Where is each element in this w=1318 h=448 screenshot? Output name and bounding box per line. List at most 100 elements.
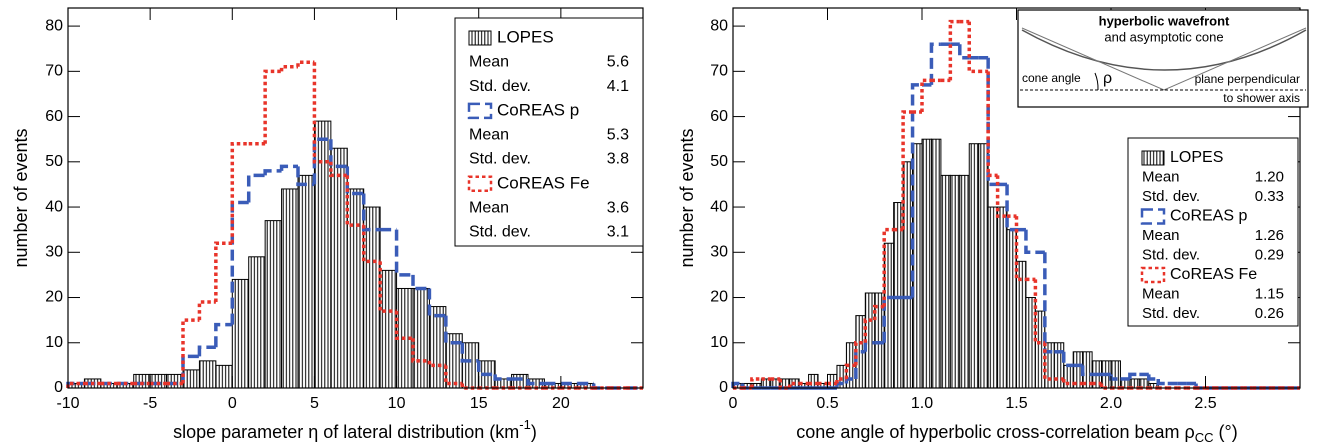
legend-box <box>1127 137 1299 327</box>
bar <box>959 174 970 389</box>
x-tick-label: 2.5 <box>1194 395 1216 412</box>
x-axis-label-part: cone angle of hyperbolic cross-correlati… <box>796 422 1194 442</box>
legend-label: CoREAS p <box>497 100 579 119</box>
legend-marker <box>468 30 492 46</box>
legend-marker <box>1140 266 1166 284</box>
inset-subtitle: and asymptotic cone <box>1104 29 1223 44</box>
histogram-step <box>427 288 446 318</box>
y-tick-label: 60 <box>710 108 728 125</box>
x-tick-label: 20 <box>552 395 570 412</box>
histogram-step <box>411 338 430 363</box>
histogram-step <box>854 350 866 379</box>
stat-value: 1.26 <box>1255 227 1284 244</box>
inset-plane-label: plane perpendicular <box>1195 72 1300 86</box>
x-axis-label-part: CC <box>1195 430 1214 445</box>
histogram-step <box>263 69 282 144</box>
bar <box>215 364 233 389</box>
bar <box>997 206 1008 389</box>
histogram-step <box>1043 252 1055 354</box>
histogram-step <box>1147 374 1159 381</box>
bar <box>461 342 480 389</box>
histogram-step <box>948 19 960 81</box>
histogram-step <box>181 318 200 384</box>
bar <box>133 373 151 389</box>
stat-value: 1.15 <box>1255 285 1284 302</box>
histogram-step <box>279 164 298 171</box>
y-tick-label: 10 <box>45 334 63 351</box>
y-tick-label: 50 <box>45 153 63 170</box>
bar <box>281 188 299 389</box>
x-tick-label: 0 <box>729 395 738 412</box>
histogram-step <box>882 295 894 343</box>
x-tick-label: 15 <box>470 395 488 412</box>
histogram-step <box>394 311 413 340</box>
bar <box>412 287 430 389</box>
stat-value: 3.8 <box>607 151 629 168</box>
histogram-step <box>986 71 998 178</box>
histogram-step <box>1005 184 1017 232</box>
stat-name: Std. dev. <box>469 78 531 95</box>
histogram-step <box>411 274 430 291</box>
x-tick-label: 5 <box>310 395 319 412</box>
legend-marker <box>467 175 493 193</box>
histogram-step <box>444 365 463 386</box>
histogram-step <box>995 175 1008 218</box>
x-tick-label: -10 <box>56 395 79 412</box>
histogram-step <box>329 139 348 169</box>
bar <box>379 269 398 389</box>
stat-name: Mean <box>1142 227 1180 244</box>
histogram-step <box>750 377 762 388</box>
histogram-step <box>863 318 875 343</box>
y-axis-label: number of events <box>11 128 31 267</box>
bar <box>949 174 961 389</box>
stat-name: Mean <box>469 126 509 143</box>
wavefront <box>1021 29 1307 71</box>
bar <box>1006 229 1017 389</box>
histogram-step <box>460 342 479 363</box>
stat-name: Std. dev. <box>1142 188 1200 205</box>
stat-name: Std. dev. <box>1142 246 1200 263</box>
y-tick-label: 60 <box>45 108 63 125</box>
y-tick-label: 80 <box>45 17 63 34</box>
histogram-step <box>1062 351 1074 368</box>
histogram-step <box>929 42 941 85</box>
inset-angle-label: cone angle <box>1022 71 1081 85</box>
y-tick-label: 30 <box>45 244 63 261</box>
histogram-step <box>361 225 381 264</box>
bar <box>428 306 447 389</box>
histogram-step <box>1156 378 1168 386</box>
y-tick-label: 0 <box>54 379 63 396</box>
x-axis-label-part: ) <box>531 422 537 442</box>
bar <box>346 188 365 389</box>
histogram-step <box>873 304 885 321</box>
legend-label: LOPES <box>497 27 554 46</box>
histogram-step <box>844 363 856 379</box>
y-tick-label: 40 <box>710 198 728 215</box>
histogram-step <box>901 110 913 230</box>
histogram-step <box>493 374 512 381</box>
histogram-step <box>263 169 282 176</box>
bar <box>940 174 951 389</box>
histogram-step <box>197 345 216 357</box>
inset-plane-label: to shower axis <box>1223 91 1300 105</box>
inset-box <box>1017 9 1309 108</box>
legend-label: LOPES <box>1170 149 1223 166</box>
histogram-step <box>361 193 381 232</box>
y-tick-label: 80 <box>710 17 728 34</box>
histogram-step <box>854 341 866 366</box>
stat-name: Mean <box>469 54 509 71</box>
bar <box>987 206 999 389</box>
histogram-step <box>378 261 397 313</box>
y-tick-label: 40 <box>45 198 63 215</box>
histogram-step <box>967 21 979 74</box>
histogram-step <box>427 360 446 368</box>
bar <box>231 278 250 389</box>
legend-marker <box>1141 150 1165 166</box>
legend-label: CoREAS Fe <box>1170 266 1257 283</box>
bar <box>166 373 184 389</box>
histogram-step <box>394 229 413 277</box>
y-axis-label: number of events <box>677 128 697 267</box>
inset-title: hyperbolic wavefront <box>1099 13 1230 28</box>
bar <box>968 143 980 389</box>
